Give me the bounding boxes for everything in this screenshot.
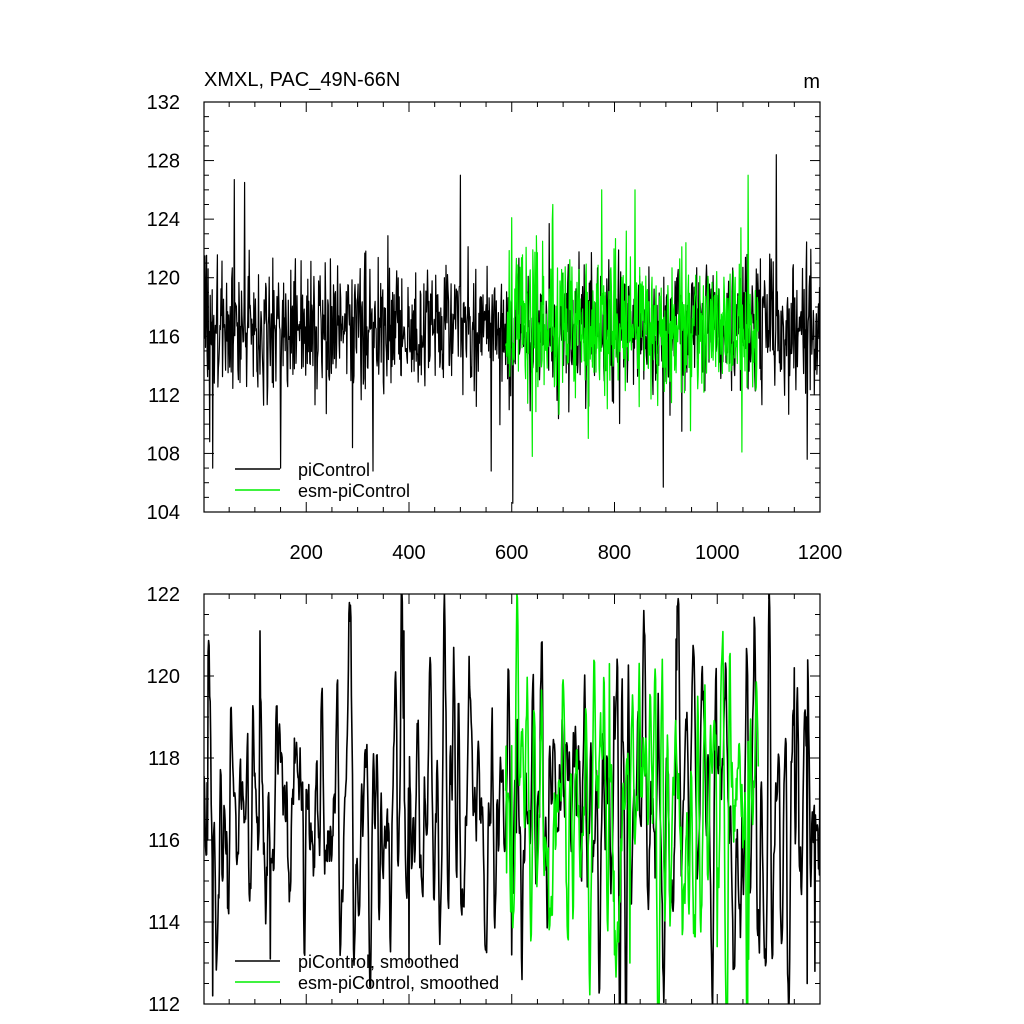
y-tick-label: 116 bbox=[148, 830, 180, 852]
bottom-legend: piControl, smoothed esm-piControl, smoot… bbox=[235, 952, 499, 993]
x-tick-label: 400 bbox=[392, 542, 425, 564]
top-plot-area: 104 108 112 116 120 124 128 132 200 400 600 800 1000… bbox=[147, 92, 843, 564]
bottom-panel: 112 114 116 118 120 122 piControl, smoothed e… bbox=[147, 584, 821, 1016]
legend-label-esm-picontrol-smoothed: esm-piControl, smoothed bbox=[298, 973, 499, 993]
y-tick-label: 114 bbox=[148, 912, 180, 934]
series-line-esm-picontrol-smoothed bbox=[504, 594, 760, 1004]
y-tick-label: 112 bbox=[148, 385, 180, 407]
bottom-plot-area: 112 114 116 118 120 122 bbox=[147, 584, 821, 1016]
y-tick-label: 120 bbox=[147, 268, 180, 290]
top-legend: piControl esm-piControl bbox=[235, 460, 410, 501]
y-tick-label: 120 bbox=[147, 666, 180, 688]
x-tick-label: 1000 bbox=[695, 542, 740, 564]
legend-label-esm-picontrol: esm-piControl bbox=[298, 481, 410, 501]
legend-label-picontrol: piControl bbox=[298, 460, 370, 480]
y-tick-label: 124 bbox=[147, 209, 180, 231]
top-panel: XMXL, PAC_49N-66N m 104 108 112 116 120 124 12… bbox=[147, 69, 843, 564]
legend-label-picontrol-smoothed: piControl, smoothed bbox=[298, 952, 459, 972]
y-tick-label: 116 bbox=[148, 326, 180, 348]
y-tick-label: 122 bbox=[147, 584, 180, 606]
y-tick-label: 104 bbox=[147, 502, 180, 524]
y-tick-label: 108 bbox=[147, 443, 180, 465]
y-tick-label: 118 bbox=[148, 748, 180, 770]
y-tick-label: 132 bbox=[147, 92, 180, 114]
series-line-esm-picontrol bbox=[505, 174, 759, 457]
y-tick-label: 128 bbox=[147, 151, 180, 173]
x-tick-label: 600 bbox=[495, 542, 528, 564]
top-chart-units: m bbox=[803, 71, 820, 93]
top-chart-title: XMXL, PAC_49N-66N bbox=[204, 69, 400, 91]
x-tick-label: 800 bbox=[598, 542, 631, 564]
x-tick-label: 200 bbox=[290, 542, 323, 564]
y-tick-label: 112 bbox=[148, 994, 180, 1016]
x-tick-label: 1200 bbox=[798, 542, 843, 564]
